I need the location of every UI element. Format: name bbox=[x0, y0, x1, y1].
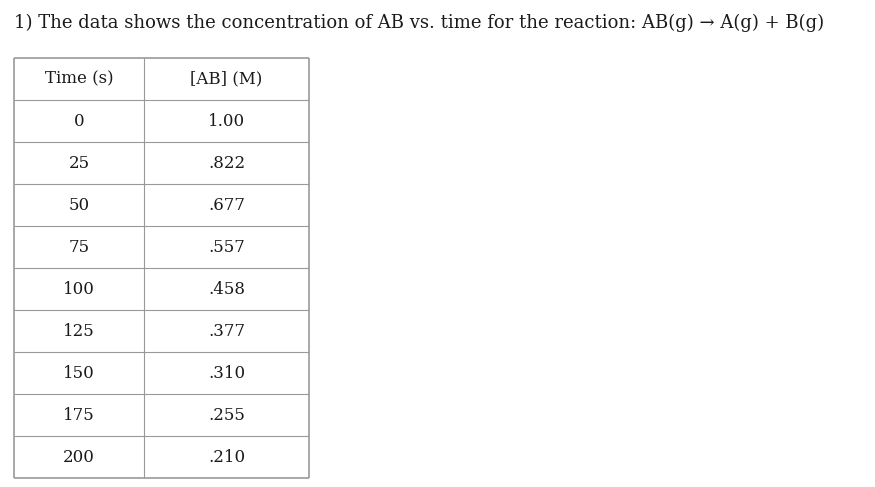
Text: 0: 0 bbox=[74, 112, 84, 130]
Text: .255: .255 bbox=[208, 407, 245, 424]
Text: .310: .310 bbox=[208, 364, 245, 381]
Text: 25: 25 bbox=[68, 154, 89, 171]
Text: Time (s): Time (s) bbox=[45, 71, 114, 88]
Text: .677: .677 bbox=[208, 196, 245, 213]
Text: .377: .377 bbox=[208, 322, 245, 339]
Text: 100: 100 bbox=[63, 281, 95, 298]
Text: .458: .458 bbox=[208, 281, 245, 298]
Text: 150: 150 bbox=[63, 364, 94, 381]
Text: 1) The data shows the concentration of AB vs. time for the reaction: AB(g) → A(g: 1) The data shows the concentration of A… bbox=[14, 14, 824, 32]
Text: .822: .822 bbox=[208, 154, 245, 171]
Text: 200: 200 bbox=[63, 449, 95, 466]
Text: .210: .210 bbox=[208, 449, 245, 466]
Text: [AB] (M): [AB] (M) bbox=[191, 71, 262, 88]
Text: 75: 75 bbox=[68, 239, 89, 256]
Text: 175: 175 bbox=[63, 407, 94, 424]
Text: .557: .557 bbox=[208, 239, 245, 256]
Text: 50: 50 bbox=[68, 196, 89, 213]
Text: 1.00: 1.00 bbox=[208, 112, 245, 130]
Text: 125: 125 bbox=[63, 322, 94, 339]
